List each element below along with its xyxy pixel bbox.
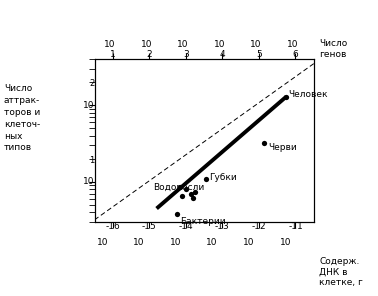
Text: 10: 10 [279, 238, 291, 247]
Text: 2: 2 [89, 79, 94, 89]
Text: 3: 3 [183, 50, 189, 59]
Text: 10: 10 [177, 40, 189, 49]
Text: Число
генов: Число генов [319, 39, 348, 59]
Text: 6: 6 [293, 50, 298, 59]
Text: 1: 1 [110, 50, 116, 59]
Text: 10: 10 [250, 40, 262, 49]
Text: 10: 10 [206, 238, 218, 247]
Text: Число
аттрак-
торов и
клеточ-
ных
типов: Число аттрак- торов и клеточ- ных типов [4, 84, 40, 152]
Text: 4: 4 [220, 50, 225, 59]
Text: 10: 10 [83, 177, 94, 186]
Text: 10: 10 [287, 40, 298, 49]
Text: 5: 5 [256, 50, 262, 59]
Text: Черви: Черви [268, 143, 297, 152]
Text: 10: 10 [214, 40, 225, 49]
Text: -13: -13 [215, 222, 230, 231]
Text: 10: 10 [83, 101, 94, 110]
Text: -12: -12 [252, 222, 266, 231]
Text: Человек: Человек [288, 90, 328, 99]
Text: 10: 10 [104, 40, 116, 49]
Text: Губки: Губки [210, 173, 237, 182]
Text: 1: 1 [89, 156, 94, 165]
Text: 10: 10 [243, 238, 254, 247]
Text: -15: -15 [142, 222, 157, 231]
Text: Содерж.
ДНК в
клетке, г: Содерж. ДНК в клетке, г [319, 258, 363, 287]
Text: -14: -14 [178, 222, 193, 231]
Text: 2: 2 [147, 50, 152, 59]
Text: -16: -16 [105, 222, 120, 231]
Text: 10: 10 [97, 238, 108, 247]
Text: Бактерии: Бактерии [180, 218, 226, 226]
Text: 10: 10 [170, 238, 181, 247]
Text: 10: 10 [141, 40, 152, 49]
Text: -11: -11 [288, 222, 303, 231]
Text: 10: 10 [133, 238, 145, 247]
Text: Водоросли: Водоросли [153, 183, 204, 192]
